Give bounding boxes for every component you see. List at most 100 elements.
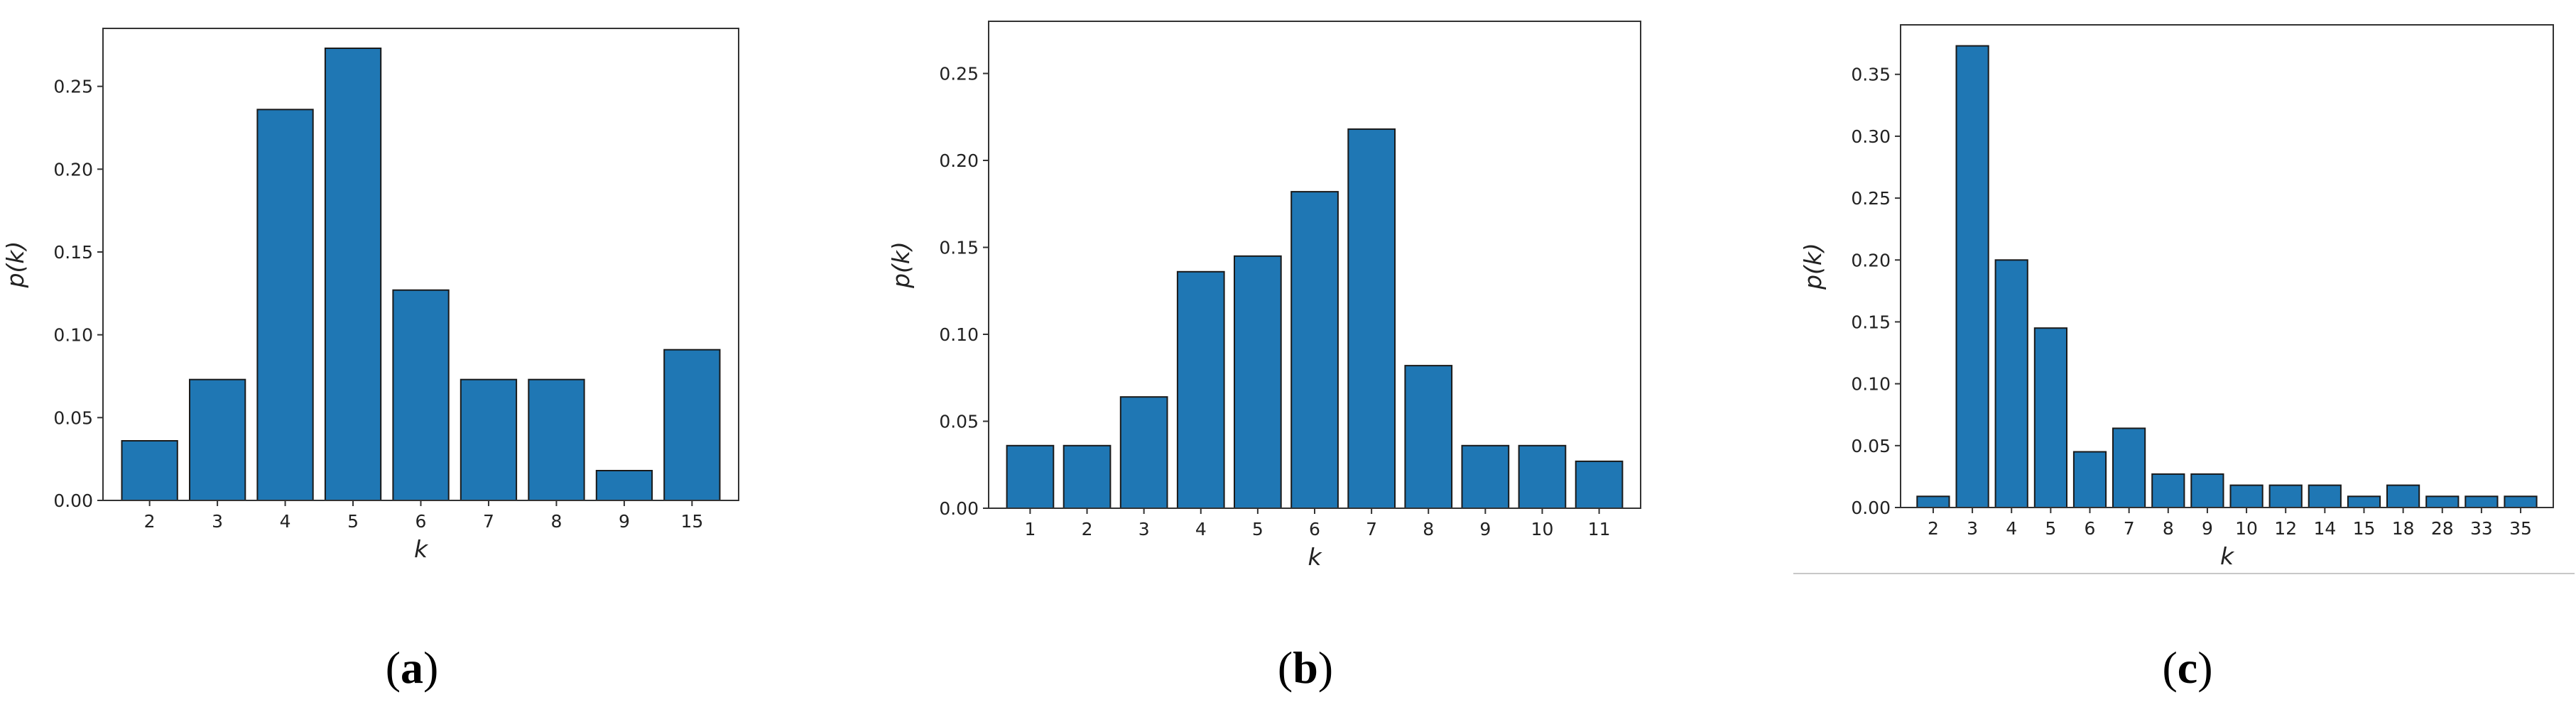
x-tick-label: 2 xyxy=(1082,519,1093,539)
chart-panel-b: 1 2 3 4 5 6 7 8 9 10 11 0.00 0.05 0.10 0.15 0.20 0.25 k p(… xyxy=(887,21,1641,693)
x-tick-label: 6 xyxy=(1309,519,1320,539)
chart-panel-c: 2 3 4 5 6 7 8 9 10 12 14 15 18 28 33 35 0.00 0.05 0.10 0.15… xyxy=(1799,24,2554,693)
y-tick-label: 0.00 xyxy=(53,490,93,511)
y-tick-label: 0.20 xyxy=(53,159,93,180)
panel-letter: (c) xyxy=(2162,642,2212,693)
panel-letter: (b) xyxy=(1278,642,1333,693)
y-tick-label: 0.25 xyxy=(1851,188,1891,209)
bars xyxy=(1006,128,1624,514)
x-tick-label: 7 xyxy=(483,511,494,532)
y-axis-label: p(k) xyxy=(1,241,29,289)
x-axis-label: k xyxy=(1308,543,1322,571)
x-tick-label: 35 xyxy=(2509,518,2532,539)
bars xyxy=(121,48,721,506)
bar xyxy=(2151,473,2185,509)
x-tick-label: 6 xyxy=(2085,518,2096,539)
x-tick-label: 8 xyxy=(550,511,562,532)
y-tick-label: 0.00 xyxy=(939,498,979,519)
bar xyxy=(2112,427,2146,509)
separator-layer xyxy=(1793,573,2575,574)
x-tick-label: 15 xyxy=(2353,518,2376,539)
bars xyxy=(1916,45,2538,513)
x-tick-label: 18 xyxy=(2392,518,2415,539)
y-tick-label: 0.35 xyxy=(1851,65,1891,85)
bar xyxy=(2190,473,2224,509)
chart-panel-a: 2 3 4 5 6 7 8 9 15 0.00 0.05 0.10 0.15 0.20 0.25 k p(k) (… xyxy=(1,28,739,693)
x-tick-label: 8 xyxy=(1423,519,1434,539)
x-tick-label: 5 xyxy=(1252,519,1263,539)
bar xyxy=(1347,128,1396,509)
x-tick-label: 4 xyxy=(1195,519,1207,539)
x-tick-label: 4 xyxy=(280,511,291,532)
bar xyxy=(2033,327,2068,509)
x-tick-label: 5 xyxy=(2045,518,2056,539)
x-tick-label: 8 xyxy=(2163,518,2174,539)
bar xyxy=(1461,444,1510,509)
y-tick-label: 0.00 xyxy=(1851,498,1891,518)
x-tick-label: 4 xyxy=(2006,518,2017,539)
x-tick-label: 10 xyxy=(2235,518,2258,539)
y-tick-label: 0.30 xyxy=(1851,126,1891,147)
bar xyxy=(1290,191,1339,509)
bar xyxy=(1006,444,1055,509)
bar xyxy=(121,440,178,501)
bar xyxy=(460,378,518,502)
y-tick-label: 0.05 xyxy=(53,407,93,428)
panel-letter: (a) xyxy=(386,642,439,693)
y-axis-label: p(k) xyxy=(887,241,915,289)
y-tick-label: 0.15 xyxy=(1851,312,1891,332)
x-tick-label: 7 xyxy=(1366,519,1377,539)
x-axis-label: k xyxy=(414,535,429,563)
bar xyxy=(1994,259,2028,508)
y-tick-label: 0.25 xyxy=(939,64,979,84)
x-tick-label: 14 xyxy=(2313,518,2336,539)
bar xyxy=(1518,444,1567,509)
x-tick-label: 1 xyxy=(1024,519,1036,539)
x-tick-label: 9 xyxy=(619,511,630,532)
bar xyxy=(1063,444,1112,509)
y-tick-label: 0.05 xyxy=(1851,436,1891,456)
y-tick-label: 0.20 xyxy=(1851,250,1891,270)
y-tick-label: 0.10 xyxy=(939,324,979,345)
y-tick-label: 0.10 xyxy=(53,325,93,346)
bar xyxy=(2229,484,2263,508)
bar xyxy=(392,289,450,501)
bar xyxy=(528,378,585,502)
x-tick-label: 3 xyxy=(1138,519,1150,539)
bar xyxy=(1404,365,1453,509)
bar xyxy=(1176,270,1225,509)
x-tick-label: 6 xyxy=(415,511,427,532)
bar xyxy=(2268,484,2303,508)
bar xyxy=(256,109,314,502)
x-tick-label: 9 xyxy=(1479,519,1491,539)
x-tick-label: 10 xyxy=(1531,519,1554,539)
y-tick-label: 0.10 xyxy=(1851,374,1891,395)
bar xyxy=(324,48,382,501)
plot-frame xyxy=(1900,24,2554,508)
y-tick-label: 0.20 xyxy=(939,150,979,171)
plot-frame xyxy=(102,28,739,501)
x-tick-label: 15 xyxy=(680,511,703,532)
x-tick-label: 3 xyxy=(1967,518,1978,539)
x-tick-label: 12 xyxy=(2274,518,2297,539)
x-tick-label: 2 xyxy=(144,511,156,532)
x-tick-label: 11 xyxy=(1588,519,1611,539)
x-tick-label: 2 xyxy=(1928,518,1939,539)
bar xyxy=(2386,484,2420,508)
bar xyxy=(1119,396,1168,510)
y-tick-label: 0.25 xyxy=(53,77,93,97)
y-axis-label: p(k) xyxy=(1799,243,1827,290)
x-tick-label: 28 xyxy=(2431,518,2454,539)
x-tick-label: 33 xyxy=(2470,518,2493,539)
bar xyxy=(1955,45,1989,509)
y-tick-label: 0.05 xyxy=(939,412,979,432)
bar xyxy=(1575,460,1624,510)
bar xyxy=(663,349,721,502)
x-tick-label: 7 xyxy=(2124,518,2135,539)
x-axis-label: k xyxy=(2220,542,2235,570)
y-tick-label: 0.15 xyxy=(53,242,93,263)
bar xyxy=(1234,255,1282,509)
x-tick-label: 3 xyxy=(212,511,223,532)
y-tick-label: 0.15 xyxy=(939,238,979,258)
plot-frame xyxy=(988,21,1641,509)
